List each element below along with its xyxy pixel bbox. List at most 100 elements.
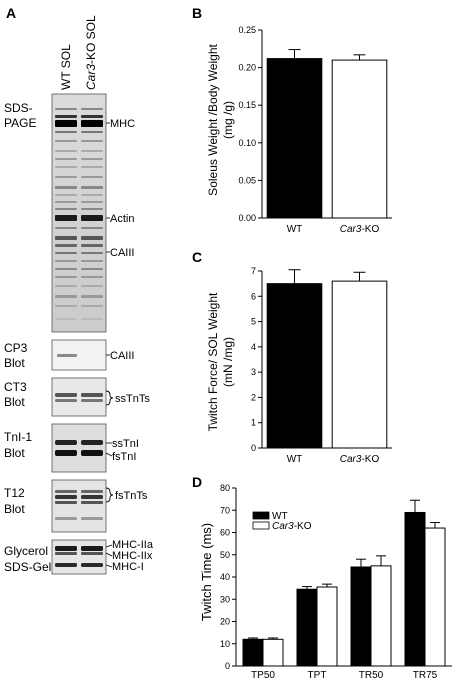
cp3-name-2: Blot: [4, 356, 25, 370]
chart-b-tick-label: 0.20: [238, 63, 256, 73]
chart-d: D Twitch Time (ms) 0 10 20 30 40 50 60 70 80 TP50…: [192, 474, 452, 680]
chart-d-bar-wt-tr75: [404, 511, 426, 667]
chart-d-bar-ko-tr50: [370, 565, 392, 667]
chart-b-bar-ko: [331, 59, 388, 219]
gel-band: [55, 194, 77, 196]
chart-c-bar-wt: [266, 283, 323, 449]
gel-band: [81, 158, 103, 160]
gel-band: [81, 244, 103, 247]
sds-page-gel: [51, 93, 107, 333]
gel-band: [55, 295, 77, 298]
chart-d-bar-wt-tr50: [350, 566, 372, 667]
cp3-blot: [51, 339, 107, 371]
gel-band: [55, 131, 77, 133]
chart-b: B Soleus Weight /Body Weight (mg /g) 0.0…: [192, 5, 392, 235]
band-label-mhc: MHC: [110, 118, 135, 130]
chart-b-tick-label: 0.25: [238, 25, 256, 35]
panel-d-letter: D: [192, 474, 202, 490]
ct3-blot: [51, 377, 107, 417]
chart-d-ylabel: Twitch Time (ms): [199, 523, 214, 621]
chart-b-ylabel-2: (mg /g): [221, 101, 235, 139]
chart-b-tick-label: 0.05: [238, 175, 256, 185]
chart-c-tick-label: 1: [251, 418, 256, 428]
chart-d-bar-ko-tp50: [262, 638, 284, 667]
gel-band: [55, 236, 77, 240]
gel-band: [81, 115, 103, 118]
panel-a-letter: A: [6, 5, 16, 21]
panel-c-letter: C: [192, 249, 202, 265]
chart-d-tick-label: 70: [220, 505, 230, 515]
band-label-caiii: CAIII: [110, 247, 134, 259]
gel-band: [81, 166, 103, 168]
gel-band: [55, 208, 77, 210]
glycerol-name-1: Glycerol: [4, 544, 48, 558]
chart-b-tick-label: 0.15: [238, 100, 256, 110]
chart-c-tick-label: 6: [251, 291, 256, 301]
ct3-band-sstnts: ssTnTs: [115, 393, 150, 405]
chart-d-tick-label: 10: [220, 639, 230, 649]
chart-d-category-label: TR50: [359, 670, 384, 680]
gel-band: [81, 318, 103, 320]
chart-b-tick-label: 0.10: [238, 138, 256, 148]
chart-c-bar-ko: [331, 280, 388, 449]
chart-d-bar-wt-tpt: [296, 588, 318, 667]
tni1-name-1: TnI-1: [4, 430, 32, 444]
chart-b-bar-wt: [266, 58, 323, 219]
gel-band: [55, 140, 77, 142]
chart-d-bar-ko-tr75: [424, 527, 446, 667]
gel-band: [81, 140, 103, 142]
gel-band: [55, 108, 77, 110]
legend-swatch-wt: [252, 511, 270, 520]
glycerol-name-2: SDS-Gel: [4, 560, 51, 574]
tni1-blot: [51, 423, 107, 473]
gel-band: [81, 227, 103, 229]
panel-a: A WT SOL Car3-KO SOL SDS- PAGE MHC Actin…: [4, 5, 154, 575]
gel-band: [81, 108, 103, 110]
gel-band: [55, 186, 77, 189]
chart-b-tick-label: 0.00: [238, 213, 256, 223]
chart-d-tick-label: 40: [220, 572, 230, 582]
tni1-name-2: Blot: [4, 446, 25, 460]
chart-b-category-label: WT: [287, 224, 303, 235]
gel-band: [81, 215, 103, 221]
chart-c-tick-label: 7: [251, 266, 256, 276]
chart-c-tick-label: 0: [251, 443, 256, 453]
t12-band-fstnts: fsTnTs: [115, 490, 148, 502]
gel-band: [81, 131, 103, 133]
gel-band: [55, 252, 77, 254]
gel-band: [81, 201, 103, 203]
glycerol-gel: [51, 539, 107, 575]
chart-c-tick-label: 3: [251, 367, 256, 377]
chart-c-tick-label: 2: [251, 392, 256, 402]
gel-band: [81, 120, 103, 127]
chart-c-tick-label: 5: [251, 317, 256, 327]
chart-d-legend: WT Car3-KO: [252, 511, 312, 532]
gel-band: [55, 318, 77, 320]
chart-d-tick-label: 50: [220, 550, 230, 560]
gel-band: [81, 285, 103, 287]
chart-d-tick-label: 0: [225, 661, 230, 671]
gel-band: [55, 244, 77, 247]
gel-band: [81, 305, 103, 307]
gel-band: [55, 158, 77, 160]
chart-d-tick-label: 30: [220, 594, 230, 604]
chart-d-tick-label: 60: [220, 528, 230, 538]
gel-band: [81, 194, 103, 196]
chart-d-tick-label: 80: [220, 483, 230, 493]
gel-band: [81, 176, 103, 178]
gel-band: [55, 201, 77, 203]
gel-band: [55, 176, 77, 178]
gel-band: [81, 186, 103, 189]
ct3-name-1: CT3: [4, 380, 27, 394]
gel-band: [55, 268, 77, 270]
tni1-band-fstni: fsTnI: [112, 451, 136, 463]
lane-label-wt: WT SOL: [59, 44, 73, 90]
gel-band: [55, 115, 77, 118]
gel-band: [81, 236, 103, 240]
chart-c-ylabel-1: Twitch Force/ SOL Weight: [206, 292, 220, 431]
chart-c-category-label: Car3-KO: [340, 454, 380, 465]
chart-b-ylabel-1: Soleus Weight /Body Weight: [206, 44, 220, 196]
sds-label-2: PAGE: [4, 116, 36, 130]
glycerol-band-mhc-i: MHC-I: [112, 561, 144, 573]
gel-band: [81, 260, 103, 262]
